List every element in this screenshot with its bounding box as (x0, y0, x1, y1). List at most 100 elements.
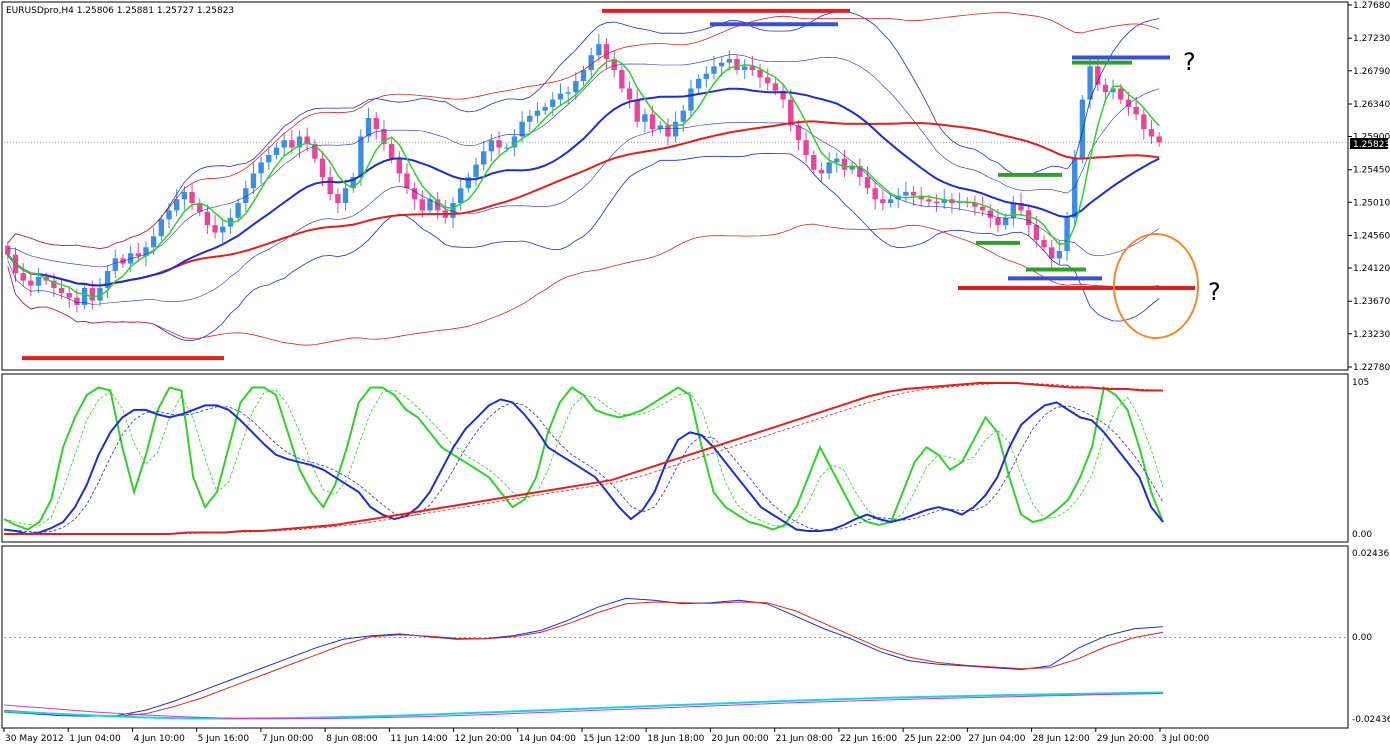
candle-body (112, 258, 118, 271)
candle-body (619, 70, 625, 89)
candle-body (941, 199, 947, 203)
candle-body (365, 118, 372, 137)
candle-body (20, 273, 26, 281)
candle-body (1118, 88, 1124, 100)
x-tick-label: 5 Jun 16:00 (198, 734, 250, 744)
candle-body (979, 206, 986, 211)
candle-body (166, 210, 172, 220)
y-tick-label: 1.22780 (1353, 363, 1390, 373)
candle-body (381, 129, 387, 144)
candle-body (726, 58, 733, 63)
candle-body (657, 125, 663, 130)
y-tick-label: 1.24560 (1353, 231, 1390, 241)
candle-body (887, 199, 894, 203)
candle-body (104, 270, 111, 288)
candle-body (826, 162, 832, 174)
candle-body (788, 99, 794, 126)
candle-body (665, 125, 671, 137)
current-price-tag (1350, 138, 1388, 149)
stochastic-blue-line (3, 398, 1164, 536)
question-mark-red: ? (1208, 278, 1221, 306)
candle-body (1056, 251, 1063, 259)
candle-body (388, 143, 395, 159)
candle-body (603, 44, 610, 59)
candle-body (273, 147, 280, 155)
candle-body (1072, 158, 1078, 218)
candle-body (596, 44, 602, 56)
stochastic-green-line (3, 385, 1164, 531)
candle-body (695, 78, 702, 89)
candle-body (1049, 247, 1055, 259)
candle-body (66, 293, 72, 298)
candle-body (642, 114, 648, 122)
candle-body (427, 199, 433, 211)
question-mark-blue: ? (1183, 48, 1196, 76)
stoch-tick-bottom: 0.00 (1352, 530, 1372, 540)
bollinger-lower-line (7, 152, 1160, 342)
candle-body (174, 199, 180, 211)
candle-body (465, 177, 472, 189)
candle-body (550, 99, 556, 107)
candle-body (81, 287, 88, 305)
candle-body (734, 58, 740, 71)
y-tick-label: 1.23230 (1353, 330, 1390, 340)
candle-body (89, 287, 95, 301)
stochastic-red-line (4, 382, 1163, 535)
x-tick-label: 22 Jun 16:00 (840, 734, 897, 744)
candle-body (1141, 114, 1147, 130)
candle-body (749, 66, 756, 71)
y-tick-label: 1.24120 (1353, 264, 1390, 274)
candle-body (1064, 217, 1070, 252)
x-tick-label: 1 Jun 04:00 (69, 734, 121, 744)
candle-body (1010, 202, 1017, 218)
candle-body (741, 66, 748, 71)
moving-average-blue-line (7, 87, 1160, 287)
osc-tick-zero: 0.00 (1352, 633, 1372, 643)
bollinger-upper-line (7, 10, 1160, 250)
stochastic-blue-line-signal (3, 401, 1164, 533)
highlight-ellipse (1113, 233, 1199, 339)
stochastic-pane[interactable] (1, 373, 1349, 543)
candle-body (458, 188, 464, 203)
stoch-tick-top: 105 (1352, 378, 1369, 388)
stochastic-green-line-signal (3, 389, 1164, 527)
candle-body (580, 70, 587, 82)
candle-body (711, 66, 717, 74)
x-tick-label: 12 Jun 20:00 (455, 734, 512, 744)
oscillator-red-line (3, 601, 1164, 717)
candle-body (864, 177, 871, 189)
candle-body (504, 147, 510, 149)
candle-body (373, 118, 379, 130)
x-tick-label: 21 Jun 08:00 (776, 734, 833, 744)
candle-body (926, 199, 932, 202)
candle-body (135, 253, 142, 257)
candle-body (557, 93, 564, 100)
bollinger-inner-lower-line (7, 122, 1160, 305)
candle-body (120, 258, 126, 264)
candle-body (903, 191, 909, 196)
candle-body (181, 191, 188, 200)
candle-body (350, 177, 356, 189)
osc-tick-top: 0.02436 (1352, 549, 1389, 559)
candle-body (811, 154, 817, 170)
x-tick-label: 28 Jun 12:00 (1033, 734, 1090, 744)
envelope-lower-line (7, 223, 1160, 346)
candle-body (1133, 106, 1139, 115)
y-tick-label: 1.23670 (1353, 297, 1390, 307)
candle-body (411, 188, 418, 200)
y-tick-label: 1.25010 (1353, 198, 1390, 208)
candle-body (97, 287, 103, 301)
candle-body (204, 211, 211, 226)
x-tick-label: 15 Jun 12:00 (583, 734, 640, 744)
x-tick-label: 8 Jun 08:00 (326, 734, 378, 744)
y-tick-label: 1.26340 (1353, 100, 1390, 110)
candle-body (419, 199, 426, 211)
candle-body (972, 202, 978, 207)
moving-average-green-line (7, 58, 1160, 298)
candle-body (803, 140, 809, 155)
oscillator-cyan-line (3, 691, 1164, 720)
candle-body (143, 247, 149, 257)
candle-body (434, 199, 441, 211)
